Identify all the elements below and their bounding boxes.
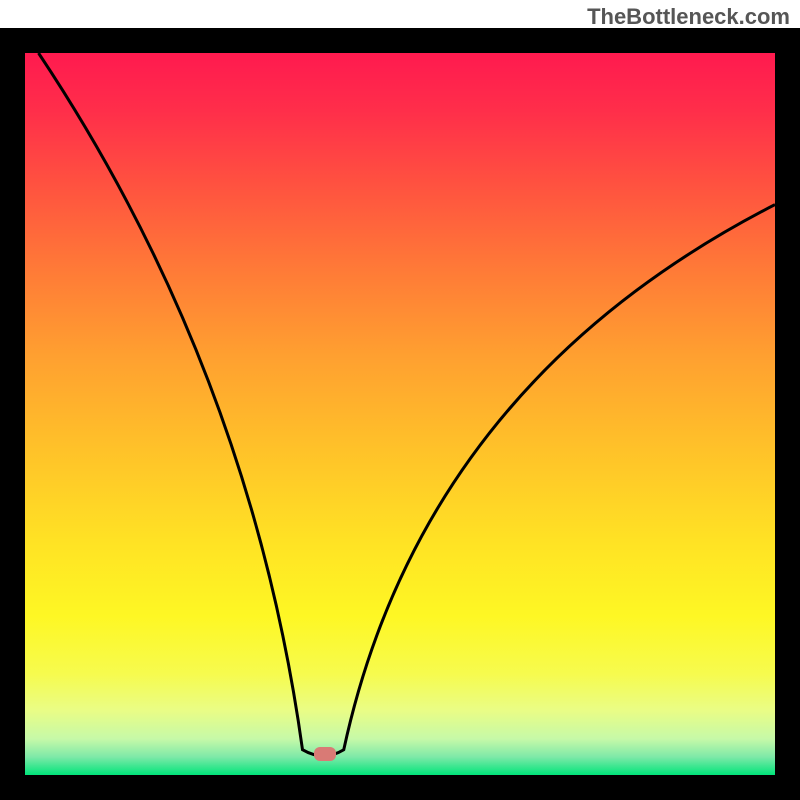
plot-area (25, 53, 775, 775)
optimum-marker (314, 747, 336, 761)
curve-path (39, 53, 776, 756)
bottleneck-curve (25, 53, 775, 775)
watermark-text: TheBottleneck.com (587, 4, 790, 30)
chart-container: TheBottleneck.com (0, 0, 800, 800)
